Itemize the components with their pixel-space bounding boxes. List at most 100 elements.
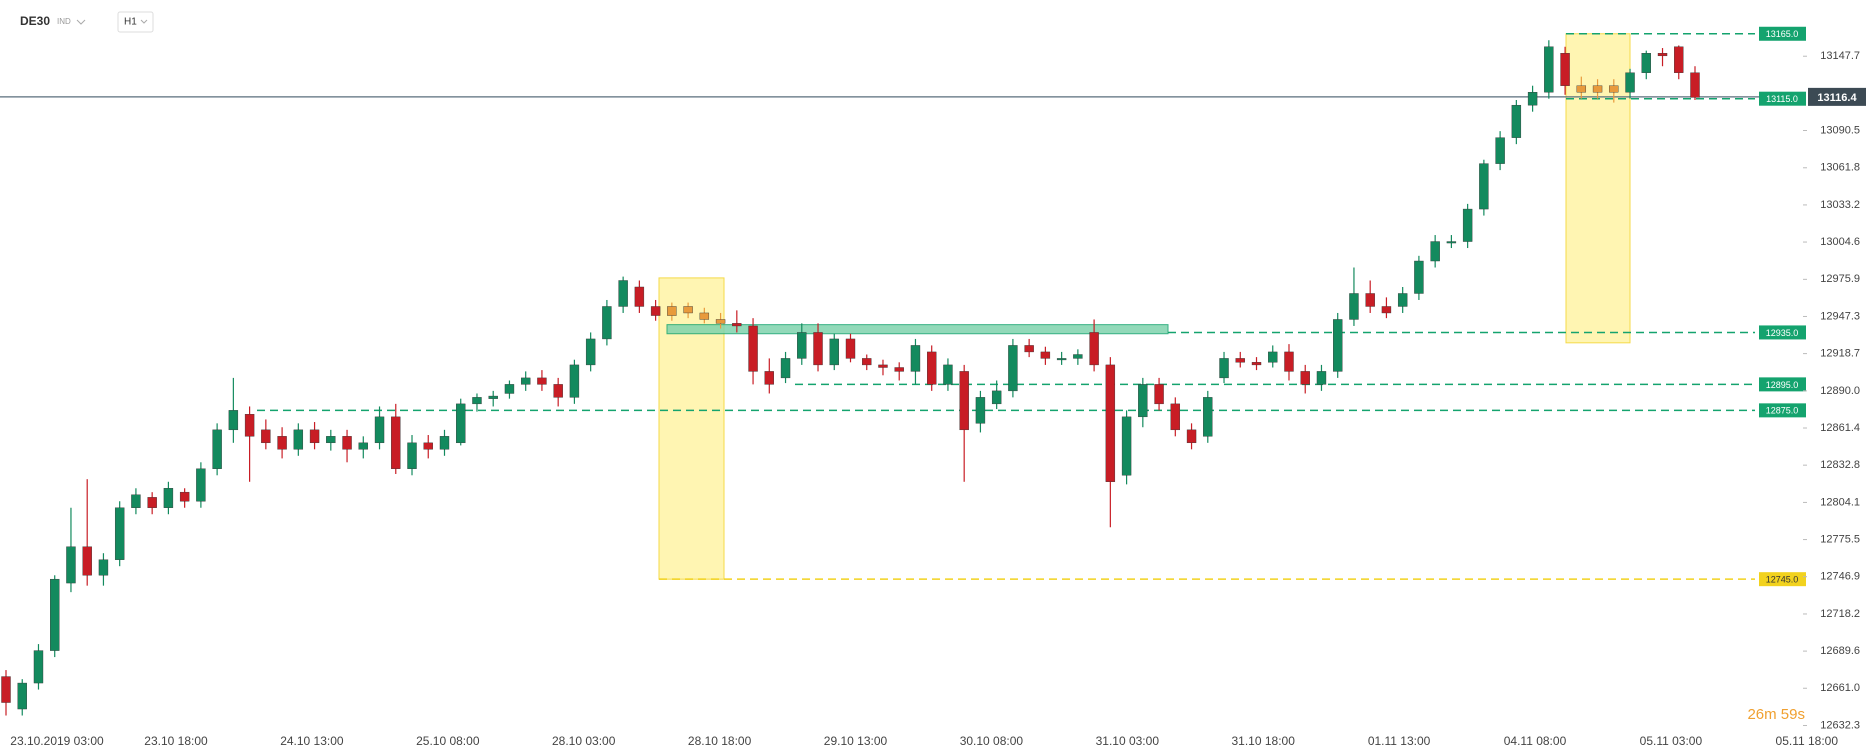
y-tick-label: 13147.7 bbox=[1820, 50, 1860, 62]
candle-body bbox=[1479, 163, 1489, 210]
zone bbox=[658, 277, 725, 580]
x-tick-label: 24.10 13:00 bbox=[280, 734, 344, 748]
candle-body bbox=[1268, 351, 1278, 363]
candle-body bbox=[910, 345, 921, 372]
candle-body bbox=[1251, 362, 1262, 366]
candle-body bbox=[1511, 104, 1522, 138]
dropdown-arrow[interactable] bbox=[76, 19, 86, 25]
candle-body bbox=[1641, 53, 1651, 73]
y-tick-label: 12746.9 bbox=[1820, 571, 1860, 583]
x-tick-label: 25.10 08:00 bbox=[416, 734, 480, 748]
timeframe-button[interactable] bbox=[117, 11, 154, 33]
level-label: 12935.0 bbox=[1766, 328, 1799, 338]
candle-body bbox=[1397, 293, 1408, 307]
candle-body bbox=[1446, 241, 1457, 244]
y-tick-label: 12890.0 bbox=[1820, 385, 1860, 397]
candle-body bbox=[309, 429, 320, 444]
candle-body bbox=[472, 397, 482, 405]
candle-body bbox=[439, 436, 450, 450]
y-tick-label: 12718.2 bbox=[1820, 608, 1860, 620]
candle-body bbox=[683, 306, 693, 314]
countdown: 26m 59s bbox=[1747, 706, 1805, 723]
candle-body bbox=[667, 306, 677, 316]
y-tick-label: 12689.6 bbox=[1820, 645, 1860, 657]
x-tick-label: 28.10 18:00 bbox=[688, 734, 752, 748]
candle-body bbox=[1592, 85, 1603, 93]
candle-body bbox=[488, 395, 498, 399]
candle-body bbox=[1381, 306, 1392, 314]
candle-body bbox=[634, 286, 645, 307]
y-tick-label: 13004.6 bbox=[1820, 236, 1860, 248]
candle-body bbox=[748, 325, 758, 372]
candle-body bbox=[277, 436, 287, 450]
candle-body bbox=[862, 358, 872, 366]
candle-body bbox=[1073, 354, 1083, 359]
level-tag bbox=[1759, 377, 1806, 392]
level-label: 13115.0 bbox=[1766, 94, 1798, 104]
candle-body bbox=[228, 410, 239, 431]
candle-body bbox=[114, 507, 125, 560]
candle-body bbox=[261, 429, 271, 444]
y-tick-label: 13061.8 bbox=[1820, 162, 1860, 174]
candle-body bbox=[196, 468, 206, 502]
level-tag bbox=[1759, 26, 1806, 41]
symbol[interactable]: DE30 bbox=[20, 14, 50, 28]
candle-body bbox=[569, 364, 580, 398]
candle-body bbox=[98, 559, 109, 576]
x-tick-label: 01.11 13:00 bbox=[1368, 734, 1431, 748]
candle-body bbox=[1414, 260, 1424, 294]
candle-body bbox=[407, 442, 417, 469]
candle-body bbox=[374, 416, 385, 444]
candle-body bbox=[163, 488, 174, 508]
candle-body bbox=[326, 436, 336, 444]
candle-body bbox=[1203, 397, 1213, 437]
candle-body bbox=[1349, 293, 1359, 320]
candle-body bbox=[82, 546, 92, 576]
candle-body bbox=[1495, 137, 1505, 164]
candle-body bbox=[423, 442, 433, 450]
candle-body bbox=[179, 491, 190, 502]
instrument-class: IND bbox=[57, 17, 71, 26]
candle-body bbox=[991, 390, 1002, 405]
candle-body bbox=[1300, 371, 1310, 385]
candle-body bbox=[943, 364, 953, 385]
candle-body bbox=[520, 377, 531, 385]
candle-body bbox=[1170, 403, 1181, 431]
candle-body bbox=[1462, 208, 1473, 242]
toolbar: DE30 IND H1 bbox=[20, 11, 154, 33]
candle-body bbox=[66, 546, 76, 584]
candle-body bbox=[715, 319, 726, 324]
current-price-label: 13116.4 bbox=[1817, 92, 1857, 104]
candle-body bbox=[1219, 358, 1229, 379]
candle-body bbox=[1609, 85, 1619, 93]
current-price-tag bbox=[1808, 87, 1866, 106]
x-tick-label: 05.11 18:00 bbox=[1776, 734, 1839, 748]
timeframe[interactable]: H1 bbox=[124, 17, 137, 28]
candle-body bbox=[1284, 351, 1294, 372]
level-tag bbox=[1759, 325, 1806, 340]
candle-body bbox=[1121, 416, 1132, 476]
candle-body bbox=[1560, 53, 1570, 86]
candle-body bbox=[147, 497, 157, 508]
y-tick-label: 12632.3 bbox=[1820, 719, 1860, 731]
x-tick-label: 30.10 08:00 bbox=[960, 734, 1024, 748]
dropdown-arrow[interactable] bbox=[140, 19, 148, 24]
level-tag bbox=[1759, 91, 1806, 106]
candle-body bbox=[391, 416, 401, 469]
y-tick-label: 12918.7 bbox=[1820, 348, 1860, 360]
candle-body bbox=[1056, 358, 1067, 361]
level-tag bbox=[1759, 403, 1806, 418]
candle-body bbox=[504, 384, 515, 394]
candle-body bbox=[1544, 46, 1554, 93]
candle-body bbox=[618, 280, 628, 307]
x-tick-label: 23.10.2019 03:00 bbox=[10, 734, 104, 748]
candle-body bbox=[1527, 91, 1538, 106]
y-tick-label: 12661.0 bbox=[1820, 682, 1860, 694]
candle-body bbox=[1154, 384, 1164, 405]
candle-body bbox=[1089, 332, 1099, 366]
candle-body bbox=[585, 338, 596, 366]
candle-body bbox=[1186, 429, 1197, 444]
x-tick-label: 31.10 03:00 bbox=[1096, 734, 1160, 748]
candle-body bbox=[1690, 72, 1700, 98]
